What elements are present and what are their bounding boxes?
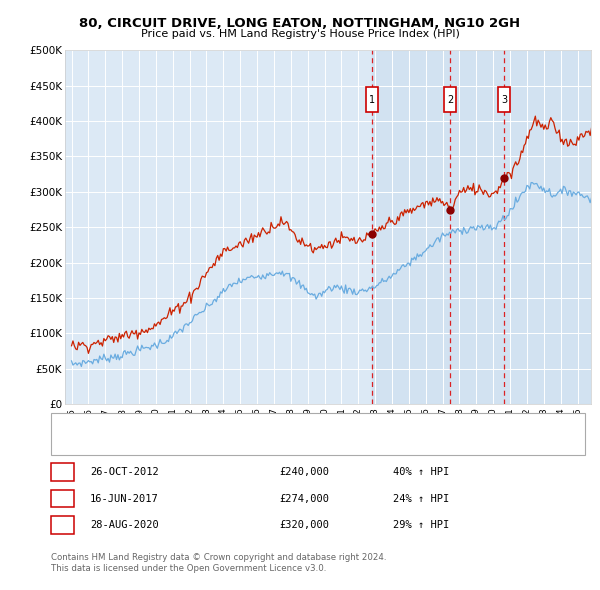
Text: 3: 3: [501, 95, 508, 104]
Text: This data is licensed under the Open Government Licence v3.0.: This data is licensed under the Open Gov…: [51, 565, 326, 573]
Text: 26-OCT-2012: 26-OCT-2012: [90, 467, 159, 477]
Text: ——: ——: [62, 437, 86, 450]
Text: 2: 2: [59, 494, 66, 503]
Text: £240,000: £240,000: [279, 467, 329, 477]
Text: Price paid vs. HM Land Registry's House Price Index (HPI): Price paid vs. HM Land Registry's House …: [140, 29, 460, 39]
Text: 3: 3: [59, 520, 66, 530]
Text: 80, CIRCUIT DRIVE, LONG EATON, NOTTINGHAM, NG10 2GH (detached house): 80, CIRCUIT DRIVE, LONG EATON, NOTTINGHA…: [90, 420, 470, 430]
Text: £274,000: £274,000: [279, 494, 329, 503]
Bar: [366, 87, 378, 113]
Text: £320,000: £320,000: [279, 520, 329, 530]
Bar: [372, 50, 591, 404]
Text: 29% ↑ HPI: 29% ↑ HPI: [393, 520, 449, 530]
Text: 1: 1: [59, 467, 66, 477]
Text: 16-JUN-2017: 16-JUN-2017: [90, 494, 159, 503]
Bar: [445, 87, 456, 113]
Text: 80, CIRCUIT DRIVE, LONG EATON, NOTTINGHAM, NG10 2GH: 80, CIRCUIT DRIVE, LONG EATON, NOTTINGHA…: [79, 17, 521, 30]
Text: 2: 2: [447, 95, 454, 104]
Text: ——: ——: [62, 418, 86, 431]
Text: 1: 1: [369, 95, 375, 104]
Text: Contains HM Land Registry data © Crown copyright and database right 2024.: Contains HM Land Registry data © Crown c…: [51, 553, 386, 562]
Bar: [499, 87, 510, 113]
Text: HPI: Average price, detached house, Erewash: HPI: Average price, detached house, Erew…: [90, 438, 312, 448]
Text: 40% ↑ HPI: 40% ↑ HPI: [393, 467, 449, 477]
Text: 28-AUG-2020: 28-AUG-2020: [90, 520, 159, 530]
Text: 24% ↑ HPI: 24% ↑ HPI: [393, 494, 449, 503]
